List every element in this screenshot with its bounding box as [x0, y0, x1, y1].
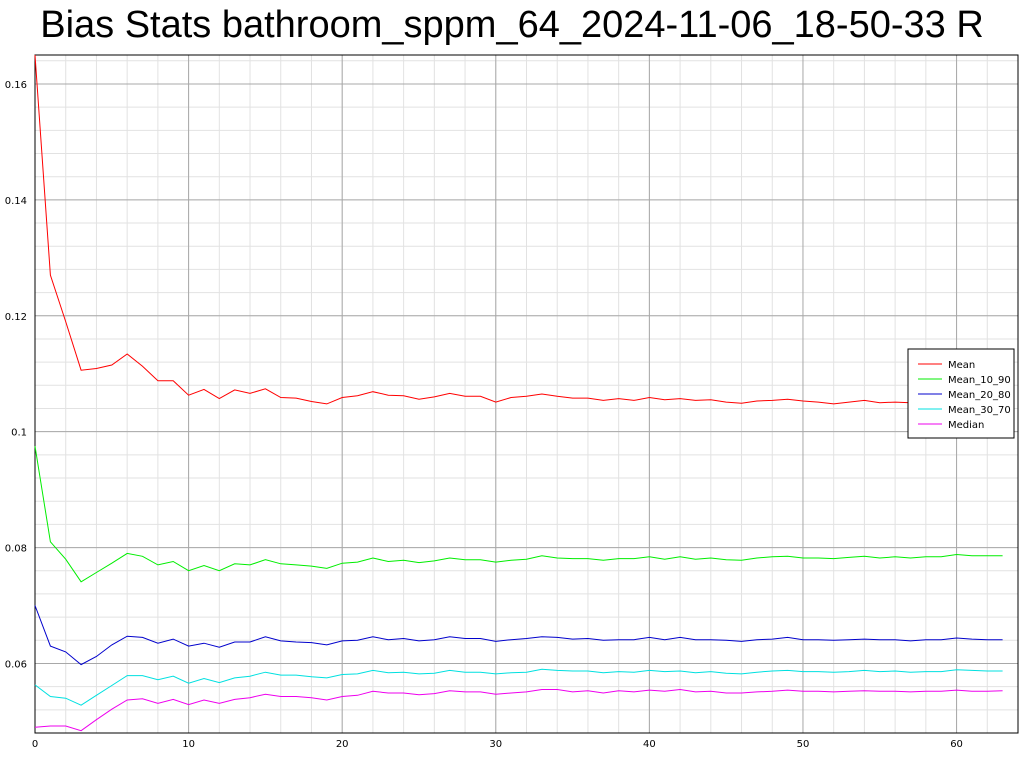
series-line-mean-20-80 [34, 605, 1003, 666]
legend-label-mean-20-80: Mean_20_80 [948, 390, 1011, 401]
y-tick-label: 0.12 [5, 312, 27, 323]
grid [34, 55, 1019, 734]
axis-ticks: 0 10 20 30 40 50 60 0.06 0.08 0.1 0.12 0.14 0.16 [5, 80, 963, 750]
x-tick-label: 10 [182, 739, 195, 750]
x-tick-label: 60 [950, 739, 963, 750]
legend-label-mean-30-70: Mean_30_70 [948, 405, 1011, 416]
series-line-mean [34, 54, 1003, 405]
x-tick-label: 30 [489, 739, 502, 750]
chart-title: Bias Stats bathroom_sppm_64_2024-11-06_1… [40, 4, 984, 46]
y-tick-label: 0.14 [5, 196, 27, 207]
series-lines [34, 54, 1003, 732]
series-line-mean-30-70 [34, 668, 1003, 706]
series-line-median [34, 688, 1003, 732]
y-tick-label: 0.08 [5, 544, 27, 555]
y-tick-label: 0.16 [5, 80, 27, 91]
y-tick-label: 0.06 [5, 659, 27, 670]
x-tick-label: 0 [32, 739, 38, 750]
x-tick-label: 20 [336, 739, 349, 750]
legend-label-median: Median [948, 420, 984, 431]
legend-label-mean-10-90: Mean_10_90 [948, 375, 1011, 386]
y-tick-label: 0.1 [11, 428, 27, 439]
plot-frame [34, 54, 1019, 734]
legend: Mean Mean_10_90 Mean_20_80 Mean_30_70 Median [907, 348, 1015, 439]
legend-label-mean: Mean [948, 360, 975, 371]
series-line-mean-10-90 [34, 446, 1003, 583]
x-tick-label: 50 [797, 739, 810, 750]
x-tick-label: 40 [643, 739, 656, 750]
